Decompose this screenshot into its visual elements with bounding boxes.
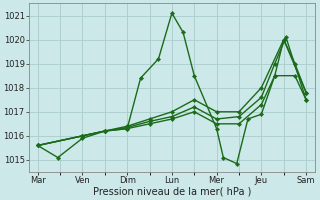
X-axis label: Pression niveau de la mer( hPa ): Pression niveau de la mer( hPa ) [93,187,251,197]
